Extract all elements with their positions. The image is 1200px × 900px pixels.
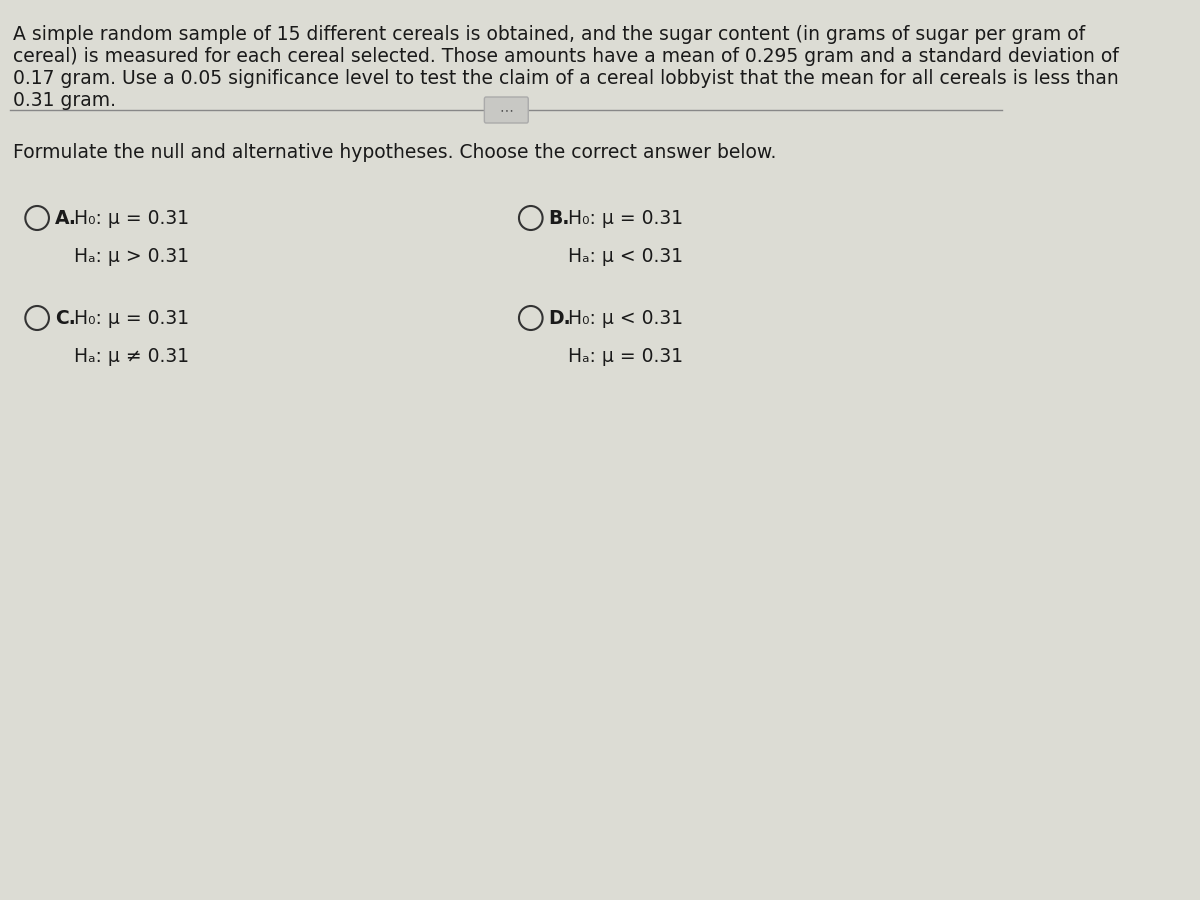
Text: H₀: μ = 0.31: H₀: μ = 0.31 — [74, 209, 190, 228]
Text: H₀: μ < 0.31: H₀: μ < 0.31 — [568, 309, 683, 328]
Text: C.: C. — [55, 309, 76, 328]
Text: Hₐ: μ ≠ 0.31: Hₐ: μ ≠ 0.31 — [74, 346, 190, 365]
Text: Formulate the null and alternative hypotheses. Choose the correct answer below.: Formulate the null and alternative hypot… — [13, 143, 776, 162]
FancyBboxPatch shape — [485, 97, 528, 123]
Text: A simple random sample of 15 different cereals is obtained, and the sugar conten: A simple random sample of 15 different c… — [13, 25, 1085, 44]
Text: H₀: μ = 0.31: H₀: μ = 0.31 — [568, 209, 683, 228]
Text: D.: D. — [548, 309, 571, 328]
Text: 0.31 gram.: 0.31 gram. — [13, 91, 115, 110]
Text: Hₐ: μ = 0.31: Hₐ: μ = 0.31 — [568, 346, 683, 365]
Text: A.: A. — [55, 209, 77, 228]
Text: 0.17 gram. Use a 0.05 significance level to test the claim of a cereal lobbyist : 0.17 gram. Use a 0.05 significance level… — [13, 69, 1118, 88]
Text: H₀: μ = 0.31: H₀: μ = 0.31 — [74, 309, 190, 328]
Text: Hₐ: μ < 0.31: Hₐ: μ < 0.31 — [568, 247, 683, 266]
Text: Hₐ: μ > 0.31: Hₐ: μ > 0.31 — [74, 247, 190, 266]
Text: B.: B. — [548, 209, 570, 228]
Text: ⋯: ⋯ — [499, 103, 514, 117]
Text: cereal) is measured for each cereal selected. Those amounts have a mean of 0.295: cereal) is measured for each cereal sele… — [13, 47, 1118, 66]
